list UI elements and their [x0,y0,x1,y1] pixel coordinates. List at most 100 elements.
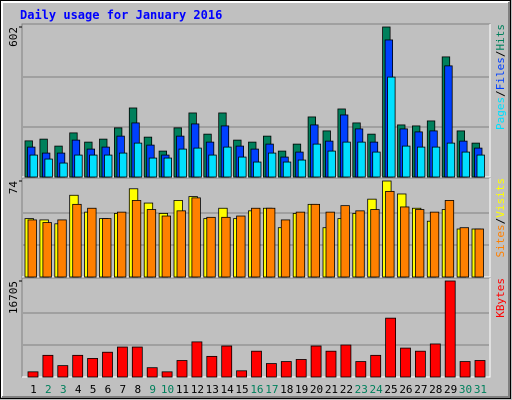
bar [87,207,97,278]
bar [370,354,382,378]
bar [44,158,53,178]
x-tick-label: 12 [191,383,204,396]
bar [297,159,307,178]
bar [191,341,203,378]
x-tick-label: 3 [60,383,67,396]
bar [474,360,486,378]
legend-entry: Pages [494,97,507,130]
bar [117,346,128,378]
bar [146,367,158,378]
bar [148,157,158,178]
bar [42,222,52,278]
bar [223,146,232,178]
bar [193,147,202,178]
legend-entry: KBytes [494,278,507,318]
bar [146,209,157,278]
bar [355,361,367,378]
bar [206,216,216,278]
legend-entry: Visits [494,178,507,218]
bar [280,219,291,278]
bar [178,148,187,178]
bar [102,351,113,378]
x-tick-label: 8 [134,383,141,396]
bar [253,161,262,178]
bar [131,346,143,378]
x-tick-label: 19 [295,383,308,396]
bar [400,206,410,278]
y-tick-label: 602 [7,27,20,47]
x-tick-label: 14 [221,383,235,396]
legend: KBytes [494,278,507,318]
bar [340,344,352,378]
x-tick-label: 30 [459,383,472,396]
bar [238,156,247,178]
bar [280,361,292,378]
bar [267,152,277,178]
bar [385,190,395,278]
bar [72,203,82,278]
bar [325,211,335,278]
bar [385,317,397,378]
x-tick-label: 24 [370,383,384,396]
bar [131,200,142,278]
x-tick-label: 27 [414,383,427,396]
bar [161,371,173,378]
bar [133,142,143,178]
bar [208,154,217,178]
legend: Pages/Files/Hits [494,24,507,130]
bar [27,219,37,278]
x-tick-label: 1 [30,383,37,396]
x-tick-label: 10 [161,383,174,396]
bar [265,207,276,278]
bar [236,215,246,278]
y-tick-label: 74 [7,181,20,195]
legend-separator: / [494,218,507,225]
x-tick-label: 13 [206,383,219,396]
bar [104,154,113,178]
bar [163,157,173,178]
bar [161,215,172,278]
x-tick-label: 2 [45,383,52,396]
bar [295,359,307,378]
bar [444,280,456,378]
bar [74,154,83,178]
bar [312,143,322,178]
bar [444,200,455,278]
bar [400,347,411,378]
legend-separator: / [494,90,507,97]
bar [459,227,470,278]
x-tick-label: 5 [90,383,97,396]
x-tick-label: 26 [399,383,412,396]
x-tick-label: 4 [75,383,82,396]
legend-entry: Hits [494,24,507,51]
bar [27,371,39,378]
bar [416,146,426,178]
x-tick-label: 29 [444,383,457,396]
bar [340,205,350,278]
bar [191,197,201,278]
bar [42,354,54,378]
x-tick-label: 17 [265,383,278,396]
bar [414,350,426,378]
bar [295,211,306,278]
x-tick-label: 6 [105,383,112,396]
x-tick-label: 9 [149,383,156,396]
bar [431,146,441,178]
bar [370,209,380,278]
x-tick-label: 22 [340,383,353,396]
legend: Sites/Visits [494,178,507,258]
bar [57,219,67,278]
bar [310,345,322,378]
legend-separator: / [494,51,507,58]
bar [251,207,261,278]
bar [57,365,69,378]
bar [89,154,98,178]
bar [357,141,366,178]
bar [446,142,456,178]
x-tick-label: 31 [474,383,487,396]
bar [459,361,471,378]
